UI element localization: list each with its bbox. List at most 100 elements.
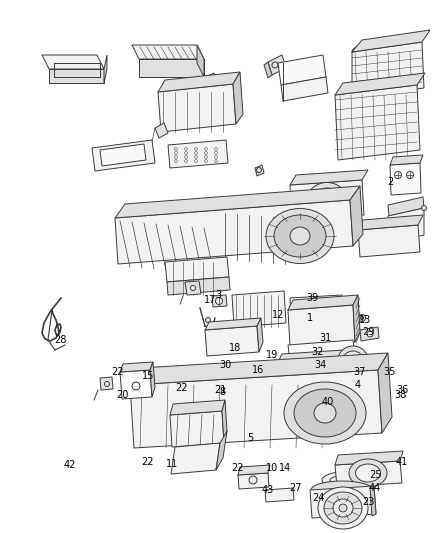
- Text: 27: 27: [289, 483, 301, 493]
- Polygon shape: [390, 155, 423, 165]
- Polygon shape: [352, 30, 430, 52]
- Text: 43: 43: [262, 485, 274, 495]
- Ellipse shape: [307, 182, 347, 217]
- Polygon shape: [120, 370, 152, 399]
- Ellipse shape: [215, 159, 218, 163]
- Text: 1: 1: [307, 313, 313, 323]
- Polygon shape: [197, 45, 204, 77]
- Polygon shape: [120, 362, 153, 372]
- Ellipse shape: [132, 382, 140, 390]
- Ellipse shape: [205, 318, 211, 322]
- Polygon shape: [310, 486, 376, 518]
- Ellipse shape: [300, 302, 308, 310]
- Polygon shape: [132, 45, 204, 59]
- Polygon shape: [265, 488, 294, 502]
- Polygon shape: [378, 353, 392, 433]
- Polygon shape: [268, 55, 286, 75]
- Ellipse shape: [194, 159, 198, 163]
- Polygon shape: [358, 215, 423, 230]
- Polygon shape: [150, 362, 155, 397]
- Text: 36: 36: [396, 385, 408, 395]
- Ellipse shape: [318, 487, 368, 529]
- Polygon shape: [222, 400, 227, 443]
- Text: 2: 2: [387, 177, 393, 187]
- Text: 10: 10: [266, 463, 278, 473]
- Ellipse shape: [272, 62, 278, 68]
- Polygon shape: [130, 370, 382, 448]
- Polygon shape: [278, 55, 326, 85]
- Text: 31: 31: [319, 333, 331, 343]
- Polygon shape: [278, 350, 344, 362]
- Polygon shape: [232, 291, 286, 327]
- Ellipse shape: [249, 476, 257, 484]
- Text: 4: 4: [355, 380, 361, 390]
- Ellipse shape: [333, 499, 353, 517]
- Text: 19: 19: [266, 350, 278, 360]
- Polygon shape: [350, 186, 363, 246]
- Polygon shape: [233, 72, 243, 124]
- Text: 29: 29: [362, 327, 374, 337]
- Polygon shape: [49, 69, 104, 83]
- Text: 35: 35: [384, 367, 396, 377]
- Ellipse shape: [274, 215, 326, 257]
- Ellipse shape: [194, 151, 198, 155]
- Polygon shape: [358, 225, 420, 257]
- Polygon shape: [388, 197, 424, 216]
- Polygon shape: [185, 281, 201, 295]
- Polygon shape: [288, 295, 358, 310]
- Ellipse shape: [322, 471, 382, 489]
- Text: 15: 15: [142, 371, 154, 381]
- Ellipse shape: [215, 151, 218, 155]
- Text: 34: 34: [314, 360, 326, 370]
- Polygon shape: [288, 305, 355, 347]
- Polygon shape: [205, 326, 259, 356]
- Text: 37: 37: [354, 367, 366, 377]
- Ellipse shape: [321, 304, 324, 308]
- Text: 22: 22: [232, 463, 244, 473]
- Text: 14: 14: [279, 463, 291, 473]
- Polygon shape: [171, 443, 220, 474]
- Ellipse shape: [367, 331, 373, 337]
- Polygon shape: [335, 451, 403, 465]
- Ellipse shape: [290, 227, 310, 245]
- Polygon shape: [278, 358, 342, 381]
- Polygon shape: [130, 353, 388, 385]
- Text: 42: 42: [64, 460, 76, 470]
- Ellipse shape: [194, 156, 198, 158]
- Polygon shape: [281, 77, 328, 101]
- Polygon shape: [167, 277, 230, 295]
- Ellipse shape: [313, 188, 341, 212]
- Polygon shape: [264, 62, 272, 78]
- Ellipse shape: [174, 156, 177, 158]
- Ellipse shape: [266, 208, 334, 263]
- Ellipse shape: [205, 159, 208, 163]
- Text: 38: 38: [394, 390, 406, 400]
- Ellipse shape: [311, 481, 373, 499]
- Polygon shape: [170, 411, 224, 447]
- Ellipse shape: [205, 151, 208, 155]
- Ellipse shape: [184, 159, 187, 163]
- Ellipse shape: [338, 346, 368, 374]
- Ellipse shape: [352, 41, 422, 63]
- Text: 21: 21: [214, 385, 226, 395]
- Ellipse shape: [358, 314, 365, 321]
- Polygon shape: [353, 295, 360, 342]
- Ellipse shape: [205, 156, 208, 158]
- Polygon shape: [352, 42, 424, 98]
- Text: 25: 25: [369, 470, 381, 480]
- Polygon shape: [206, 82, 218, 99]
- Ellipse shape: [257, 167, 261, 173]
- Ellipse shape: [349, 356, 357, 364]
- Polygon shape: [158, 84, 236, 132]
- Ellipse shape: [215, 156, 218, 158]
- Polygon shape: [104, 55, 107, 83]
- Ellipse shape: [184, 151, 187, 155]
- Polygon shape: [370, 486, 376, 516]
- Text: 22: 22: [112, 367, 124, 377]
- Ellipse shape: [339, 504, 347, 512]
- Polygon shape: [212, 295, 227, 307]
- Ellipse shape: [360, 317, 364, 319]
- Ellipse shape: [215, 148, 218, 150]
- Text: 22: 22: [176, 383, 188, 393]
- Text: 23: 23: [362, 497, 374, 507]
